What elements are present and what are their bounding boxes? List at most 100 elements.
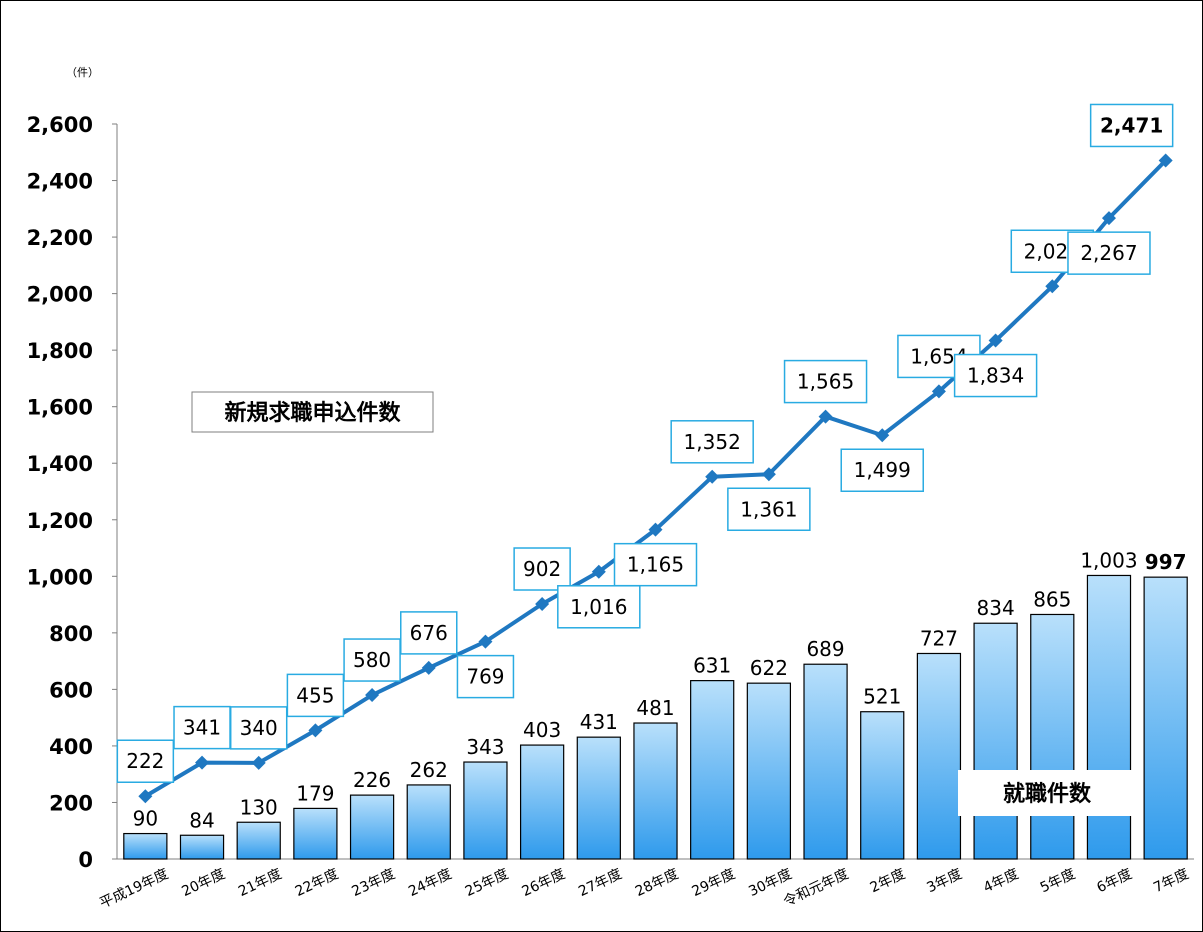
line-series-name: 新規求職申込件数 — [224, 400, 401, 426]
line-data-label: 1,165 — [627, 553, 684, 577]
y-tick-label: 1,000 — [27, 565, 93, 589]
bar-data-label: 834 — [977, 596, 1015, 620]
bar-series-name-box — [958, 770, 1136, 816]
x-tick-label: 5年度 — [1038, 866, 1078, 896]
bar — [1086, 574, 1132, 860]
line-label-box — [286, 673, 345, 718]
y-tick-label: 1,800 — [27, 339, 93, 363]
x-tick-label: 2年度 — [868, 866, 908, 896]
bar-data-label: 403 — [523, 718, 561, 742]
bar-data-label: 727 — [920, 626, 958, 650]
bar — [463, 761, 508, 860]
line-data-label: 580 — [353, 648, 391, 672]
bar — [236, 821, 281, 860]
line-point-marker — [931, 384, 946, 399]
line-data-label: 1,361 — [740, 497, 797, 521]
line-point-marker — [1101, 211, 1116, 226]
line-label-box — [953, 353, 1038, 398]
x-tick-label: 4年度 — [981, 866, 1021, 896]
bar — [746, 682, 792, 860]
y-tick-label: 2,600 — [27, 113, 93, 137]
y-tick-label: 200 — [49, 791, 93, 815]
line-point-marker — [421, 660, 436, 675]
line-label-box — [343, 638, 401, 682]
line-label-box — [513, 547, 571, 591]
bar — [803, 663, 848, 860]
line-point-marker — [591, 564, 606, 579]
line-label-box — [1089, 103, 1174, 148]
bar — [519, 744, 565, 860]
line-label-box — [173, 705, 231, 750]
x-tick-label: 29年度 — [690, 866, 738, 900]
line-point-marker — [251, 755, 266, 770]
line-data-label: 1,834 — [967, 364, 1024, 388]
y-tick-label: 0 — [78, 848, 93, 872]
bar — [690, 680, 735, 860]
y-tick-label: 2,000 — [27, 283, 93, 307]
y-tick-label: 2,200 — [27, 226, 93, 250]
bar-data-label: 631 — [693, 654, 731, 678]
x-tick-label: 平成19年度 — [97, 866, 171, 912]
line-label-box — [229, 706, 288, 750]
x-tick-label: 22年度 — [293, 866, 341, 900]
line-point-marker — [195, 755, 210, 770]
line-point-marker — [705, 469, 720, 484]
line-label-box — [727, 487, 811, 532]
bar-data-label: 90 — [133, 807, 158, 831]
bar — [1030, 613, 1075, 860]
line-data-label: 2,267 — [1080, 241, 1137, 265]
x-tick-label: 3年度 — [924, 866, 964, 896]
line-point-marker — [875, 428, 890, 443]
line-data-label: 222 — [126, 749, 164, 773]
line-data-label: 902 — [523, 557, 561, 581]
bar-data-label: 262 — [410, 758, 448, 782]
line-point-marker — [988, 333, 1003, 348]
x-tick-label: 7年度 — [1151, 866, 1191, 896]
bar-data-label: 431 — [580, 710, 618, 734]
bar — [633, 722, 678, 860]
bar — [406, 784, 451, 860]
line-point-marker — [1158, 153, 1173, 168]
line-point-marker — [1045, 279, 1060, 294]
line-point-marker — [138, 789, 153, 804]
line-label-box — [613, 542, 698, 587]
bar — [349, 794, 395, 860]
y-tick-label: 1,400 — [27, 452, 93, 476]
y-tick-label: 800 — [49, 622, 93, 646]
x-tick-label: 21年度 — [236, 866, 284, 900]
line-label-box — [783, 359, 868, 404]
bar-series-name: 就職件数 — [1003, 781, 1092, 807]
bar-data-label: 689 — [806, 637, 844, 661]
x-tick-label: 28年度 — [633, 866, 681, 900]
bar — [293, 807, 338, 860]
bar-data-label: 226 — [353, 768, 391, 792]
x-tick-label: 6年度 — [1094, 866, 1134, 896]
bar-data-label: 179 — [296, 781, 334, 805]
line-label-box — [557, 585, 641, 629]
y-tick-label: 1,200 — [27, 509, 93, 533]
bar — [1143, 576, 1188, 860]
bar-data-label: 865 — [1033, 587, 1071, 611]
y-axis-unit-label: （件） — [66, 66, 99, 79]
x-tick-label: 令和元年度 — [781, 866, 851, 910]
bar-data-label: 1,003 — [1080, 548, 1137, 572]
bar — [576, 736, 621, 860]
line-data-label: 676 — [410, 621, 448, 645]
bar — [123, 832, 168, 860]
bar — [916, 652, 962, 860]
x-tick-label: 26年度 — [520, 866, 568, 900]
line-data-label: 1,352 — [684, 430, 741, 454]
line-label-box — [670, 420, 754, 464]
line-data-label: 1,499 — [854, 458, 911, 482]
bar-data-label: 130 — [240, 795, 278, 819]
x-tick-label: 23年度 — [349, 866, 397, 900]
line-label-box — [1067, 231, 1151, 275]
line-data-label: 455 — [296, 683, 334, 707]
y-tick-label: 1,600 — [27, 396, 93, 420]
line-data-label: 340 — [240, 716, 278, 740]
y-tick-label: 400 — [49, 735, 93, 759]
line-data-label: 1,016 — [570, 595, 627, 619]
line-point-marker — [308, 723, 323, 738]
line-point-marker — [818, 409, 833, 424]
